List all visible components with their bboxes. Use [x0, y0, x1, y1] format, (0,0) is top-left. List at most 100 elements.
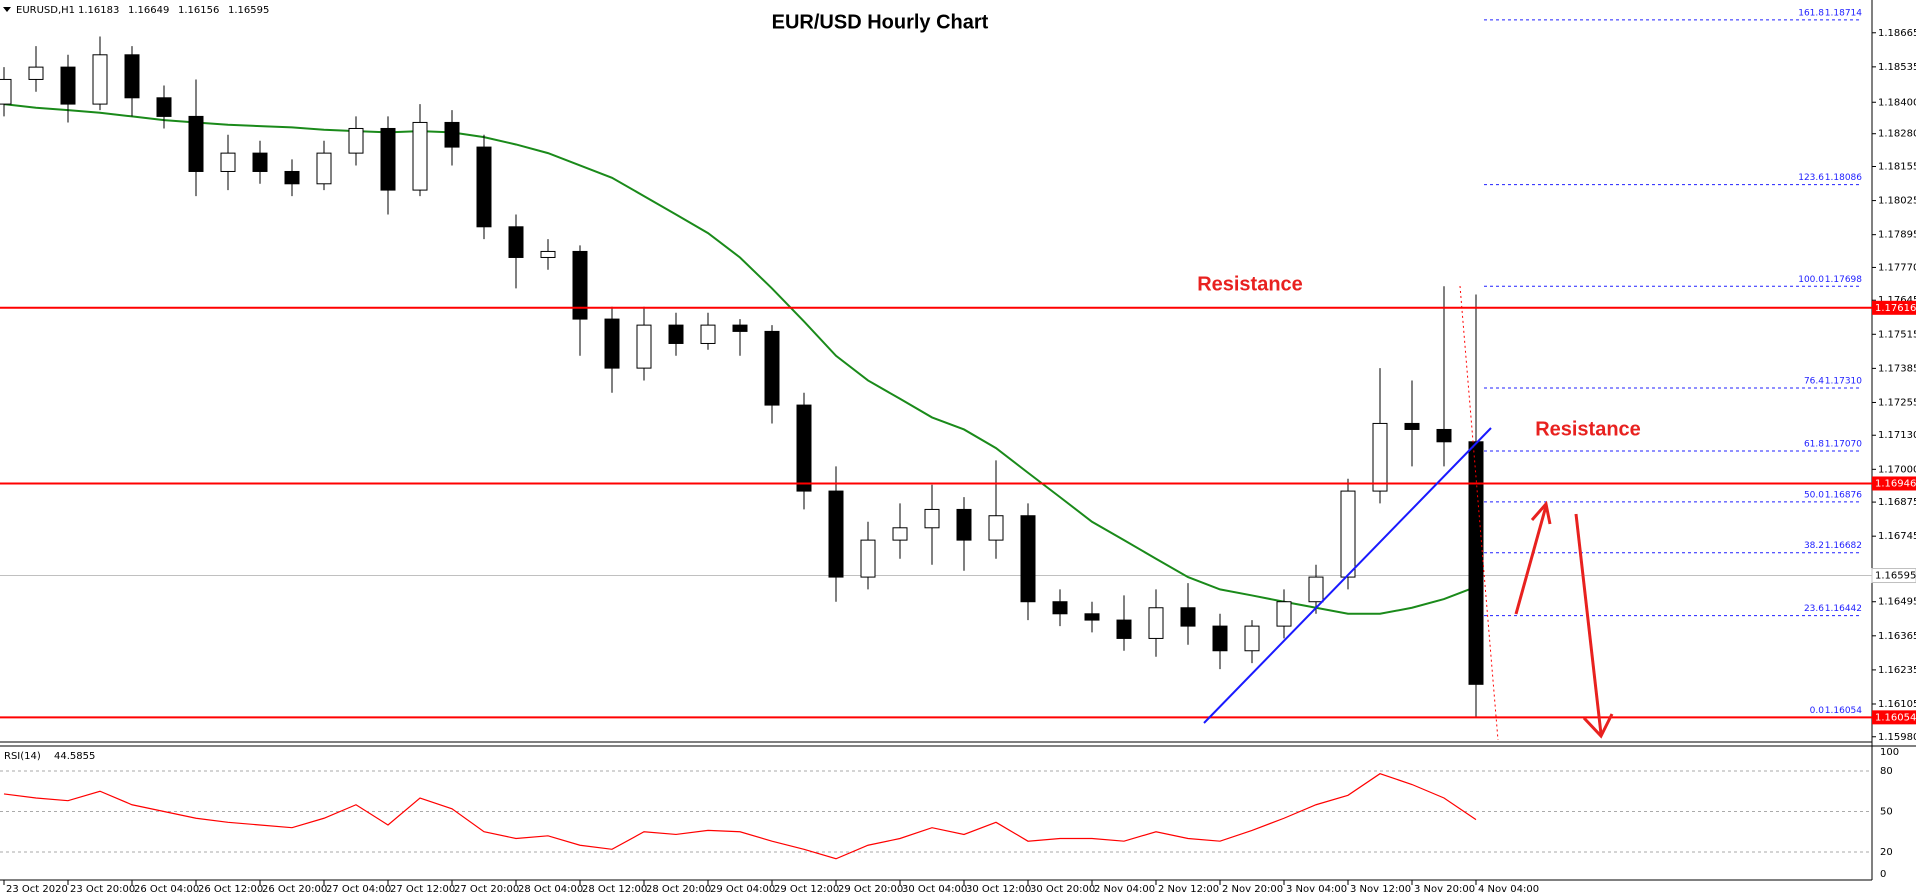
- candle-body: [1052, 601, 1068, 615]
- x-tick-label: 3 Nov 20:00: [1414, 884, 1475, 895]
- fib-ratio: 61.8: [1804, 439, 1824, 449]
- candle-body: [92, 54, 108, 105]
- candle-body: [124, 54, 140, 99]
- candle-body: [700, 324, 716, 344]
- candle-body: [1116, 619, 1132, 639]
- candle-body: [924, 508, 940, 529]
- candle-body: [60, 66, 76, 105]
- rsi-tick-label: 80: [1880, 766, 1893, 777]
- y-tick-label: 1.18025: [1878, 196, 1916, 207]
- candle-body: [1468, 441, 1484, 685]
- rsi-line: [3, 773, 1477, 860]
- x-tick-label: 2 Nov 20:00: [1222, 884, 1283, 895]
- x-tick-label: 23 Oct 2020: [6, 884, 68, 895]
- rsi-tick-label: 50: [1880, 807, 1893, 818]
- candle-body: [1372, 422, 1388, 492]
- fib-price: 1.18714: [1825, 8, 1862, 18]
- candle-body: [1212, 625, 1228, 652]
- x-tick-label: 3 Nov 12:00: [1350, 884, 1411, 895]
- x-tick-label: 28 Oct 12:00: [582, 884, 647, 895]
- candle-body: [1308, 576, 1324, 603]
- rsi-tick-label: 0: [1880, 869, 1886, 880]
- rsi-tick-label: 100: [1880, 747, 1899, 758]
- x-tick-label: 23 Oct 20:00: [70, 884, 135, 895]
- level-label: 1.17616: [1875, 303, 1916, 314]
- candle-body: [284, 170, 300, 185]
- y-tick-label: 1.15980: [1878, 732, 1916, 743]
- candle-body: [412, 121, 428, 191]
- fib-trend: [1459, 285, 1499, 741]
- candle-body: [828, 490, 844, 578]
- x-tick-label: 27 Oct 20:00: [454, 884, 519, 895]
- candle-body: [636, 324, 652, 369]
- candle-body: [668, 324, 684, 344]
- last-close: 1.16595: [228, 5, 269, 16]
- candle-body: [540, 250, 556, 258]
- candle-body: [220, 152, 236, 172]
- arrow-down: [1574, 513, 1614, 739]
- y-tick-label: 1.18155: [1878, 161, 1916, 172]
- y-tick-label: 1.16495: [1878, 597, 1916, 608]
- candle-body: [732, 324, 748, 332]
- y-tick-label: 1.16745: [1878, 531, 1916, 542]
- moving-average: [3, 103, 1477, 615]
- arrow-up: [1514, 500, 1552, 615]
- fib-ratio: 161.8: [1798, 8, 1824, 18]
- y-tick-label: 1.17130: [1878, 430, 1916, 441]
- y-tick-label: 1.18665: [1878, 28, 1916, 39]
- candle-body: [380, 127, 396, 191]
- y-tick-label: 1.17645: [1878, 295, 1916, 306]
- x-tick-label: 3 Nov 04:00: [1286, 884, 1347, 895]
- x-tick-label: 30 Oct 12:00: [966, 884, 1031, 895]
- candle-body: [1276, 601, 1292, 627]
- candle-body: [796, 404, 812, 492]
- candle-body: [1404, 422, 1420, 430]
- candle-body: [1020, 515, 1036, 603]
- x-tick-label: 2 Nov 12:00: [1158, 884, 1219, 895]
- y-tick-label: 1.17770: [1878, 262, 1916, 273]
- candle-body: [444, 121, 460, 148]
- candle-body: [28, 66, 44, 80]
- last-high: 1.16649: [128, 5, 169, 16]
- candle-body: [156, 97, 172, 117]
- candle-body: [252, 152, 268, 172]
- annotation: Resistance: [1535, 418, 1641, 440]
- y-tick-label: 1.17515: [1878, 329, 1916, 340]
- annotation: Resistance: [1197, 273, 1303, 295]
- fib-ratio: 123.6: [1798, 173, 1824, 183]
- fib-ratio: 76.4: [1804, 377, 1824, 387]
- candle-body: [316, 152, 332, 185]
- fib-price: 1.18086: [1825, 173, 1862, 183]
- y-tick-label: 1.17895: [1878, 230, 1916, 241]
- fib-ratio: 0.0: [1810, 706, 1825, 716]
- candle-body: [508, 226, 524, 258]
- x-tick-label: 30 Oct 20:00: [1030, 884, 1095, 895]
- candle-body: [188, 115, 204, 172]
- chart-title: EUR/USD Hourly Chart: [772, 11, 989, 33]
- trend-line: [1203, 427, 1492, 724]
- level-box: [1872, 300, 1916, 315]
- x-tick-label: 29 Oct 04:00: [710, 884, 775, 895]
- candle-body: [1084, 613, 1100, 621]
- candle-body: [956, 508, 972, 541]
- current-price-label: 1.16595: [1875, 571, 1916, 582]
- fib-price: 1.16682: [1825, 541, 1862, 551]
- fib-price: 1.16442: [1825, 604, 1862, 614]
- level-label: 1.16054: [1875, 712, 1916, 723]
- candle-body: [1436, 428, 1452, 443]
- last-low: 1.16156: [178, 5, 219, 16]
- y-tick-label: 1.18280: [1878, 129, 1916, 140]
- fib-price: 1.17698: [1825, 275, 1862, 285]
- x-tick-label: 26 Oct 04:00: [134, 884, 199, 895]
- y-tick-label: 1.16105: [1878, 699, 1916, 710]
- candle-body: [1180, 607, 1196, 627]
- y-tick-label: 1.16365: [1878, 631, 1916, 642]
- candle-body: [764, 330, 780, 406]
- y-tick-label: 1.17000: [1878, 464, 1916, 475]
- fib-ratio: 50.0: [1804, 490, 1824, 500]
- x-tick-label: 26 Oct 12:00: [198, 884, 263, 895]
- candle-body: [988, 515, 1004, 541]
- candle-body: [860, 539, 876, 578]
- x-tick-label: 26 Oct 20:00: [262, 884, 327, 895]
